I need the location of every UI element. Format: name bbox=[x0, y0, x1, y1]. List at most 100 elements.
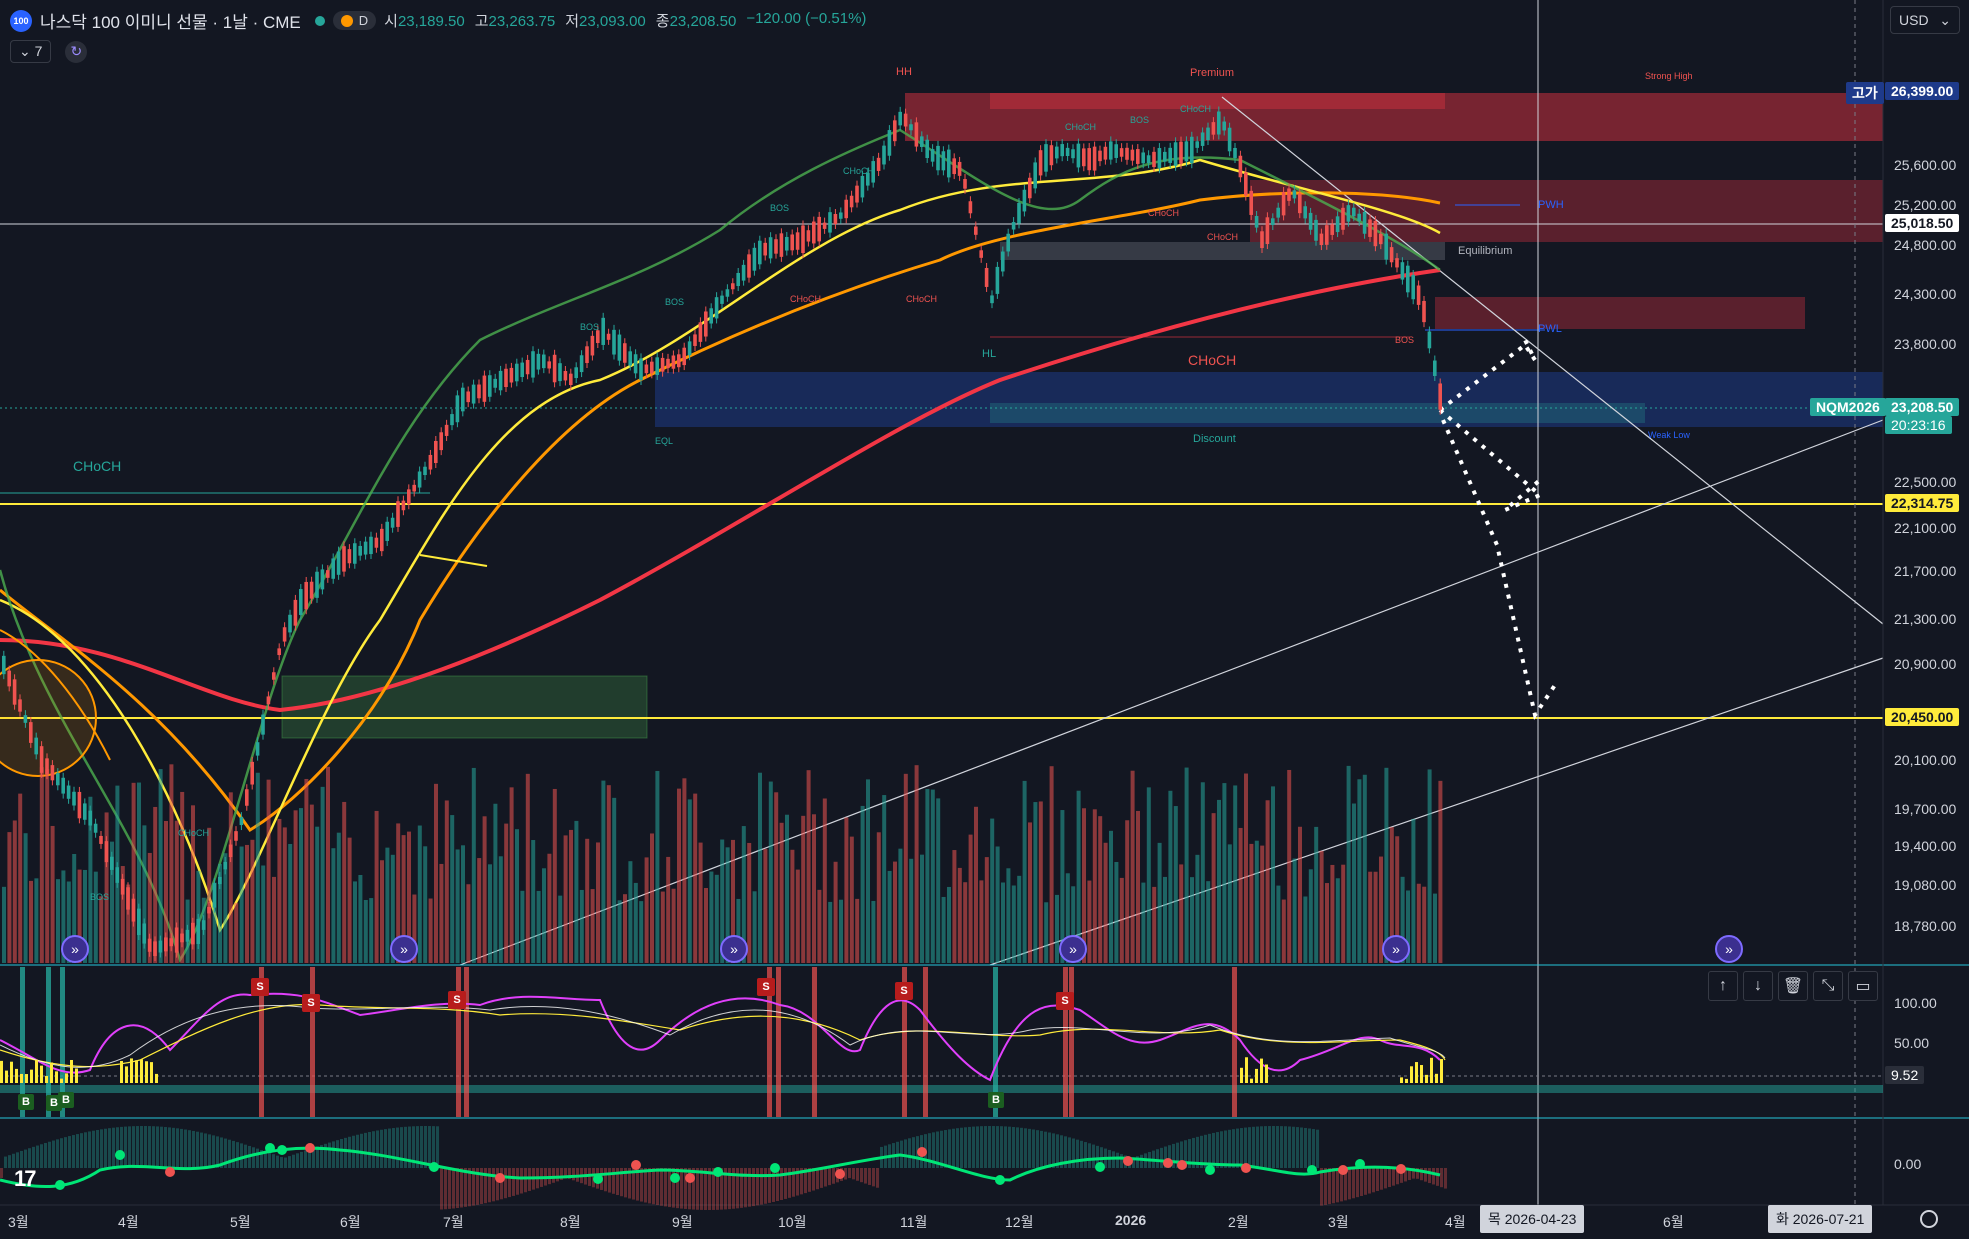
projection-path-1[interactable] bbox=[1438, 339, 1537, 412]
replay-icon[interactable]: » bbox=[1059, 935, 1087, 963]
volume-bar bbox=[990, 818, 995, 963]
momentum-dot bbox=[305, 1143, 315, 1153]
volume-bar bbox=[266, 779, 271, 963]
time-axis-label: 11월 bbox=[900, 1214, 928, 1230]
momentum-bar bbox=[724, 1168, 727, 1210]
volume-bar bbox=[34, 878, 39, 963]
osc-histogram-bar bbox=[5, 1070, 8, 1083]
downtrend-line[interactable] bbox=[1221, 96, 1884, 625]
momentum-dot bbox=[277, 1145, 287, 1155]
maximize-icon[interactable]: ▭ bbox=[1848, 971, 1878, 1001]
momentum-bar bbox=[1272, 1126, 1275, 1168]
candle-body bbox=[45, 758, 49, 775]
symbol-title[interactable]: 나스닥 100 이미니 선물 · 1날 · CME bbox=[40, 13, 301, 32]
candle-body bbox=[709, 308, 713, 324]
candle-body bbox=[39, 746, 44, 773]
volume-bar bbox=[731, 839, 735, 963]
bos-label: BOS bbox=[1130, 115, 1150, 125]
volume-bar bbox=[2, 886, 6, 963]
osc-histogram-bar bbox=[1265, 1064, 1268, 1083]
refresh-icon[interactable]: ↻ bbox=[65, 40, 88, 63]
osc-histogram-bar bbox=[65, 1073, 68, 1083]
candle-body bbox=[396, 501, 400, 527]
volume-bar bbox=[309, 804, 314, 963]
volume-bar bbox=[774, 792, 779, 963]
momentum-bar bbox=[16, 1152, 19, 1168]
volume-bar bbox=[331, 848, 336, 963]
move-up-icon[interactable]: ↑ bbox=[1708, 971, 1738, 1001]
replay-icon[interactable]: » bbox=[61, 935, 89, 963]
candle-body bbox=[201, 920, 206, 930]
momentum-dot bbox=[1095, 1162, 1105, 1172]
candle-body bbox=[1173, 142, 1178, 166]
ohlc-high-key: 고 bbox=[474, 13, 489, 30]
candle-body bbox=[666, 358, 670, 369]
momentum-bar bbox=[1064, 1136, 1067, 1168]
candle-body bbox=[1098, 150, 1102, 162]
pwl-label: PWL bbox=[1538, 323, 1562, 335]
sell-signal-badge: S bbox=[757, 978, 775, 996]
candle-body bbox=[444, 424, 449, 436]
candle-body bbox=[1060, 144, 1064, 157]
momentum-bar bbox=[1132, 1157, 1135, 1168]
choch-label: CHoCH bbox=[906, 294, 938, 304]
momentum-bar bbox=[1004, 1126, 1007, 1168]
time-axis-label: 4월 bbox=[118, 1214, 139, 1230]
indicators-toggle-button[interactable]: ⌄ 7 bbox=[10, 40, 52, 63]
momentum-bar bbox=[700, 1168, 703, 1210]
volume-bar bbox=[1368, 871, 1373, 963]
volume-bar bbox=[914, 765, 919, 963]
weak-low-label: Weak Low bbox=[1648, 430, 1690, 440]
candle-body bbox=[822, 222, 827, 229]
candle-body bbox=[309, 581, 314, 599]
buy-signal-bar bbox=[46, 967, 51, 1117]
choch-label: CHoCH bbox=[843, 166, 875, 176]
delete-icon[interactable]: 🗑 bbox=[1778, 971, 1808, 1001]
momentum-bar bbox=[748, 1168, 751, 1207]
osc-histogram-bar bbox=[1245, 1057, 1248, 1083]
osc-histogram-bar bbox=[45, 1075, 48, 1083]
volume-bar bbox=[1292, 858, 1297, 963]
volume-bar bbox=[120, 866, 125, 963]
settings-gear-icon[interactable] bbox=[1920, 1210, 1938, 1228]
currency-select[interactable]: USD ⌄ bbox=[1890, 6, 1960, 34]
momentum-bar bbox=[660, 1168, 663, 1206]
candle-body bbox=[250, 761, 254, 785]
volume-bar bbox=[736, 898, 741, 963]
momentum-bar bbox=[1296, 1127, 1299, 1168]
candle-body bbox=[585, 346, 589, 364]
momentum-bar bbox=[316, 1146, 319, 1168]
replay-icon[interactable]: » bbox=[1715, 935, 1743, 963]
volume-bar bbox=[839, 899, 843, 963]
strong-high-zone bbox=[990, 93, 1445, 109]
volume-bar bbox=[968, 834, 973, 963]
candle-body bbox=[542, 354, 546, 369]
market-status-icon[interactable] bbox=[314, 15, 325, 26]
sell-signal-badge: S bbox=[251, 978, 269, 996]
volume-bar bbox=[1114, 861, 1119, 963]
momentum-bar bbox=[1268, 1126, 1271, 1168]
replay-icon[interactable]: » bbox=[390, 935, 418, 963]
volume-bar bbox=[137, 782, 141, 963]
tradingview-logo[interactable]: 17 bbox=[14, 1166, 37, 1191]
collapse-icon[interactable]: ⤡ bbox=[1813, 971, 1843, 1001]
volume-bar bbox=[1065, 873, 1070, 963]
osc-line-white bbox=[0, 1004, 1446, 1068]
volume-bar bbox=[1125, 820, 1130, 963]
momentum-bar bbox=[744, 1168, 747, 1208]
replay-icon[interactable]: » bbox=[720, 935, 748, 963]
candle-body bbox=[191, 922, 195, 945]
volume-bar bbox=[671, 888, 676, 963]
volume-bar bbox=[423, 846, 428, 963]
volume-bar bbox=[633, 882, 638, 963]
move-down-icon[interactable]: ↓ bbox=[1743, 971, 1773, 1001]
volume-bar bbox=[99, 896, 104, 963]
momentum-bar bbox=[784, 1168, 787, 1199]
momentum-bar bbox=[948, 1129, 951, 1168]
replay-icon[interactable]: » bbox=[1382, 935, 1410, 963]
projection-path-3[interactable] bbox=[1441, 419, 1557, 721]
candle-body bbox=[995, 266, 1000, 294]
symbol-icon[interactable]: 100 bbox=[10, 9, 32, 32]
data-badge[interactable]: D bbox=[332, 11, 377, 30]
